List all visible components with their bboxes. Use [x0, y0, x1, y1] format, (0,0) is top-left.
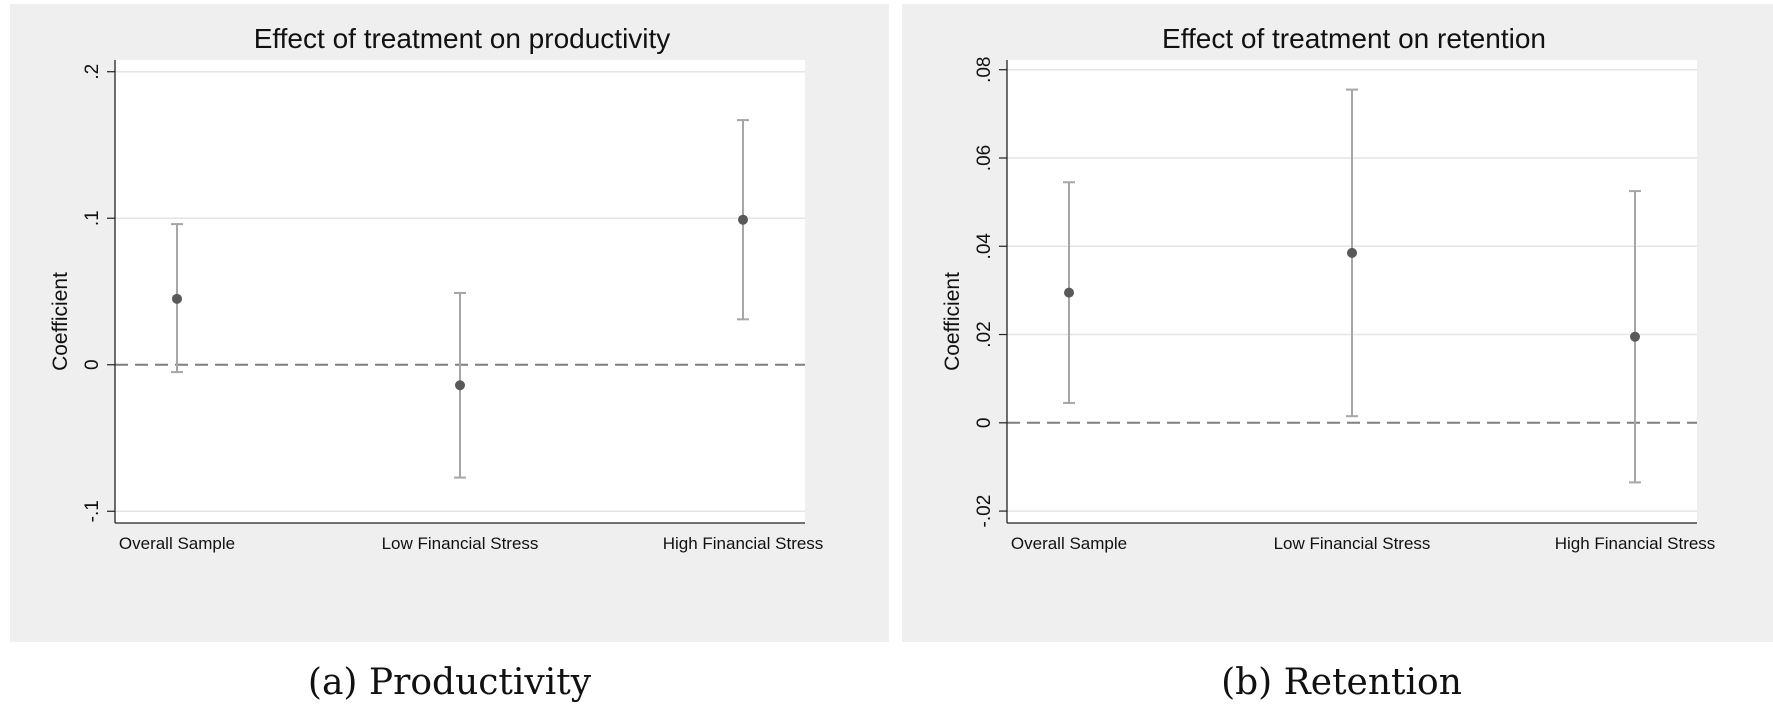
productivity-coefficient-point — [172, 293, 182, 304]
retention-x-tick-label: Overall Sample — [1011, 534, 1127, 553]
retention-y-tick-label: .04 — [974, 233, 995, 260]
productivity-y-tick-label: -.1 — [82, 500, 103, 522]
retention-y-tick-label: .08 — [974, 56, 995, 82]
productivity-chart-panel: Effect of treatment on productivity -.1 0.… — [10, 4, 889, 642]
retention-chart-panel: Effect of treatment on retention -.02 0 .02… — [902, 4, 1773, 642]
productivity-chart: Effect of treatment on productivity -.1 0.… — [49, 23, 824, 553]
retention-chart: Effect of treatment on retention -.02 0 .02… — [941, 23, 1716, 553]
retention-caption: (b) Retention — [1221, 662, 1462, 703]
retention-y-axis-label: Coefficient — [941, 272, 964, 371]
retention-coefficient-point — [1347, 247, 1357, 258]
retention-y-tick-label: -.02 — [974, 495, 995, 528]
productivity-y-axis-label: Coefficient — [49, 272, 72, 371]
productivity-y-tick-label: .2 — [82, 64, 103, 80]
productivity-y-tick-label: 0 — [82, 359, 103, 370]
productivity-x-tick-label: Overall Sample — [119, 534, 235, 553]
productivity-coefficient-point — [738, 214, 748, 225]
retention-x-tick-label: High Financial Stress — [1555, 534, 1716, 553]
retention-y-tick-label: .06 — [974, 145, 995, 171]
retention-x-tick-label: Low Financial Stress — [1274, 534, 1431, 553]
retention-title: Effect of treatment on retention — [1162, 23, 1546, 54]
productivity-title: Effect of treatment on productivity — [254, 23, 671, 54]
productivity-caption: (a) Productivity — [307, 662, 592, 703]
productivity-coefficient-point — [455, 380, 465, 391]
productivity-x-tick-label: Low Financial Stress — [382, 534, 539, 553]
retention-y-tick-label: 0 — [974, 418, 995, 429]
productivity-y-tick-label: .1 — [82, 210, 103, 226]
retention-y-tick-label: .02 — [974, 321, 995, 347]
retention-coefficient-point — [1630, 331, 1640, 342]
productivity-x-tick-label: High Financial Stress — [663, 534, 824, 553]
retention-coefficient-point — [1064, 287, 1074, 298]
